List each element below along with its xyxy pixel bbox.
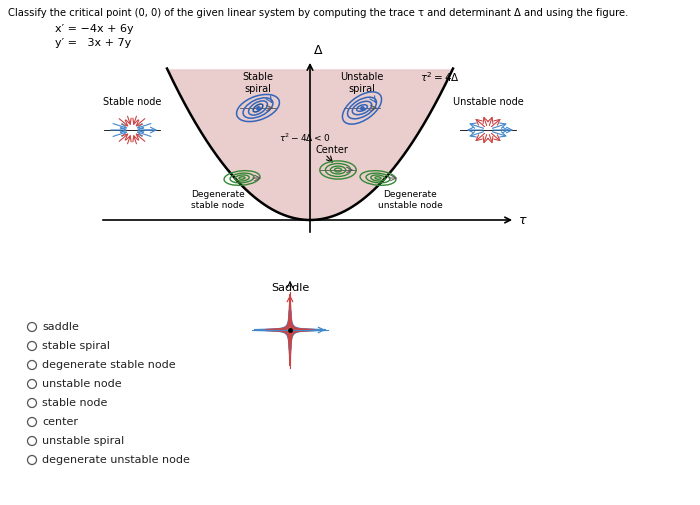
Text: $\tau^2=4\Delta$: $\tau^2=4\Delta$ xyxy=(420,70,460,84)
Text: Unstable
spiral: Unstable spiral xyxy=(340,72,384,93)
Text: $\tau$: $\tau$ xyxy=(518,214,528,227)
Text: Saddle: Saddle xyxy=(271,283,309,293)
Text: unstable node: unstable node xyxy=(42,379,122,389)
Text: y′ =   3x + 7y: y′ = 3x + 7y xyxy=(55,38,132,48)
Text: Degenerate
stable node: Degenerate stable node xyxy=(191,190,245,210)
Text: $\tau^2-4\Delta<0$: $\tau^2-4\Delta<0$ xyxy=(279,132,330,144)
Text: x′ = −4x + 6y: x′ = −4x + 6y xyxy=(55,24,134,34)
Text: saddle: saddle xyxy=(42,322,79,332)
Text: Degenerate
unstable node: Degenerate unstable node xyxy=(377,190,442,210)
Text: degenerate stable node: degenerate stable node xyxy=(42,360,176,370)
Text: unstable spiral: unstable spiral xyxy=(42,436,125,446)
Text: stable node: stable node xyxy=(42,398,107,408)
Text: Unstable node: Unstable node xyxy=(453,97,524,107)
Text: center: center xyxy=(42,417,78,427)
Polygon shape xyxy=(168,70,452,220)
Text: Stable
spiral: Stable spiral xyxy=(242,72,274,93)
Text: Stable node: Stable node xyxy=(103,97,161,107)
Text: Center: Center xyxy=(315,145,348,155)
Text: degenerate unstable node: degenerate unstable node xyxy=(42,455,190,465)
Text: $\Delta$: $\Delta$ xyxy=(313,44,323,57)
Text: stable spiral: stable spiral xyxy=(42,341,110,351)
Text: Classify the critical point (0, 0) of the given linear system by computing the t: Classify the critical point (0, 0) of th… xyxy=(8,8,629,18)
